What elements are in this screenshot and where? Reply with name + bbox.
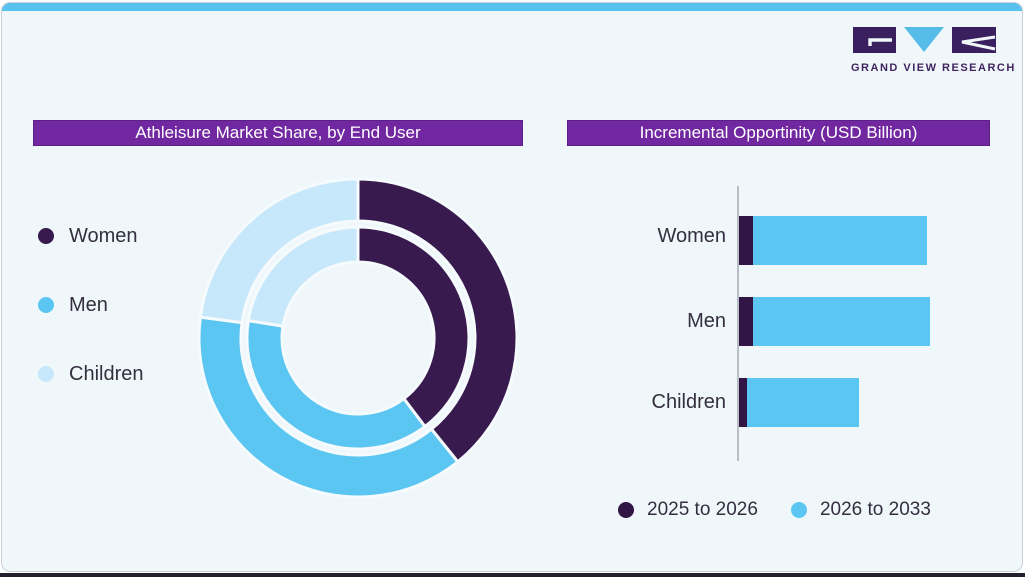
bar-label-women: Women xyxy=(657,225,726,247)
legend-label: Men xyxy=(69,293,108,316)
bar-segment-women-2026-2033 xyxy=(753,216,927,265)
donut-inner-segment-children xyxy=(246,225,360,328)
legend-item-2025-2026: 2025 to 2026 xyxy=(618,499,758,521)
legend-label: Children xyxy=(69,362,144,385)
bar-segment-children-2026-2033 xyxy=(747,378,859,427)
bar-segment-men-2026-2033 xyxy=(753,297,930,346)
legend-label: Women xyxy=(69,224,138,247)
donut-chart xyxy=(197,177,519,499)
donut-chart-svg xyxy=(197,177,519,499)
legend-item-women: Women xyxy=(38,223,138,249)
bar-segment-men-2025-2026 xyxy=(739,297,753,346)
children-legend-dot-icon xyxy=(38,366,54,382)
period-2026-2033-dot-icon xyxy=(790,502,807,518)
bar-chart-legend: 2025 to 2026 2026 to 2033 xyxy=(618,499,931,521)
period-2025-2026-dot-icon xyxy=(618,502,634,518)
donut-outer-segment-women xyxy=(356,177,519,464)
bar-segment-women-2025-2026 xyxy=(739,216,753,265)
bar-label-men: Men xyxy=(687,310,726,332)
bar-chart-axis xyxy=(737,186,739,461)
legend-item-2026-2033: 2026 to 2033 xyxy=(790,499,931,521)
bar-label-children: Children xyxy=(651,391,726,413)
donut-outer-segment-men xyxy=(197,315,460,499)
gvr-logo: GRAND VIEW RESEARCH xyxy=(851,26,1016,74)
legend-label: 2025 to 2026 xyxy=(647,499,758,520)
donut-inner-segment-women xyxy=(356,225,471,429)
men-legend-dot-icon xyxy=(38,297,54,313)
bar-row-women xyxy=(739,216,927,265)
legend-label: 2026 to 2033 xyxy=(819,499,931,520)
legend-item-children: Children xyxy=(38,361,143,387)
donut-inner-segment-men xyxy=(245,318,428,451)
right-chart-title: Incremental Opportinity (USD Billion) xyxy=(567,120,990,146)
legend-item-men: Men xyxy=(38,292,108,318)
gvr-logo-icon xyxy=(853,27,996,53)
bottom-accent-bar xyxy=(0,573,1025,577)
brand-name: GRAND VIEW RESEARCH xyxy=(851,62,1016,74)
bar-row-children xyxy=(739,378,859,427)
donut-outer-segment-children xyxy=(198,177,360,325)
women-legend-dot-icon xyxy=(38,228,54,244)
bar-row-men xyxy=(739,297,930,346)
card-top-accent-bar xyxy=(2,3,1022,11)
bar-segment-children-2025-2026 xyxy=(739,378,747,427)
left-chart-title: Athleisure Market Share, by End User xyxy=(33,120,523,146)
